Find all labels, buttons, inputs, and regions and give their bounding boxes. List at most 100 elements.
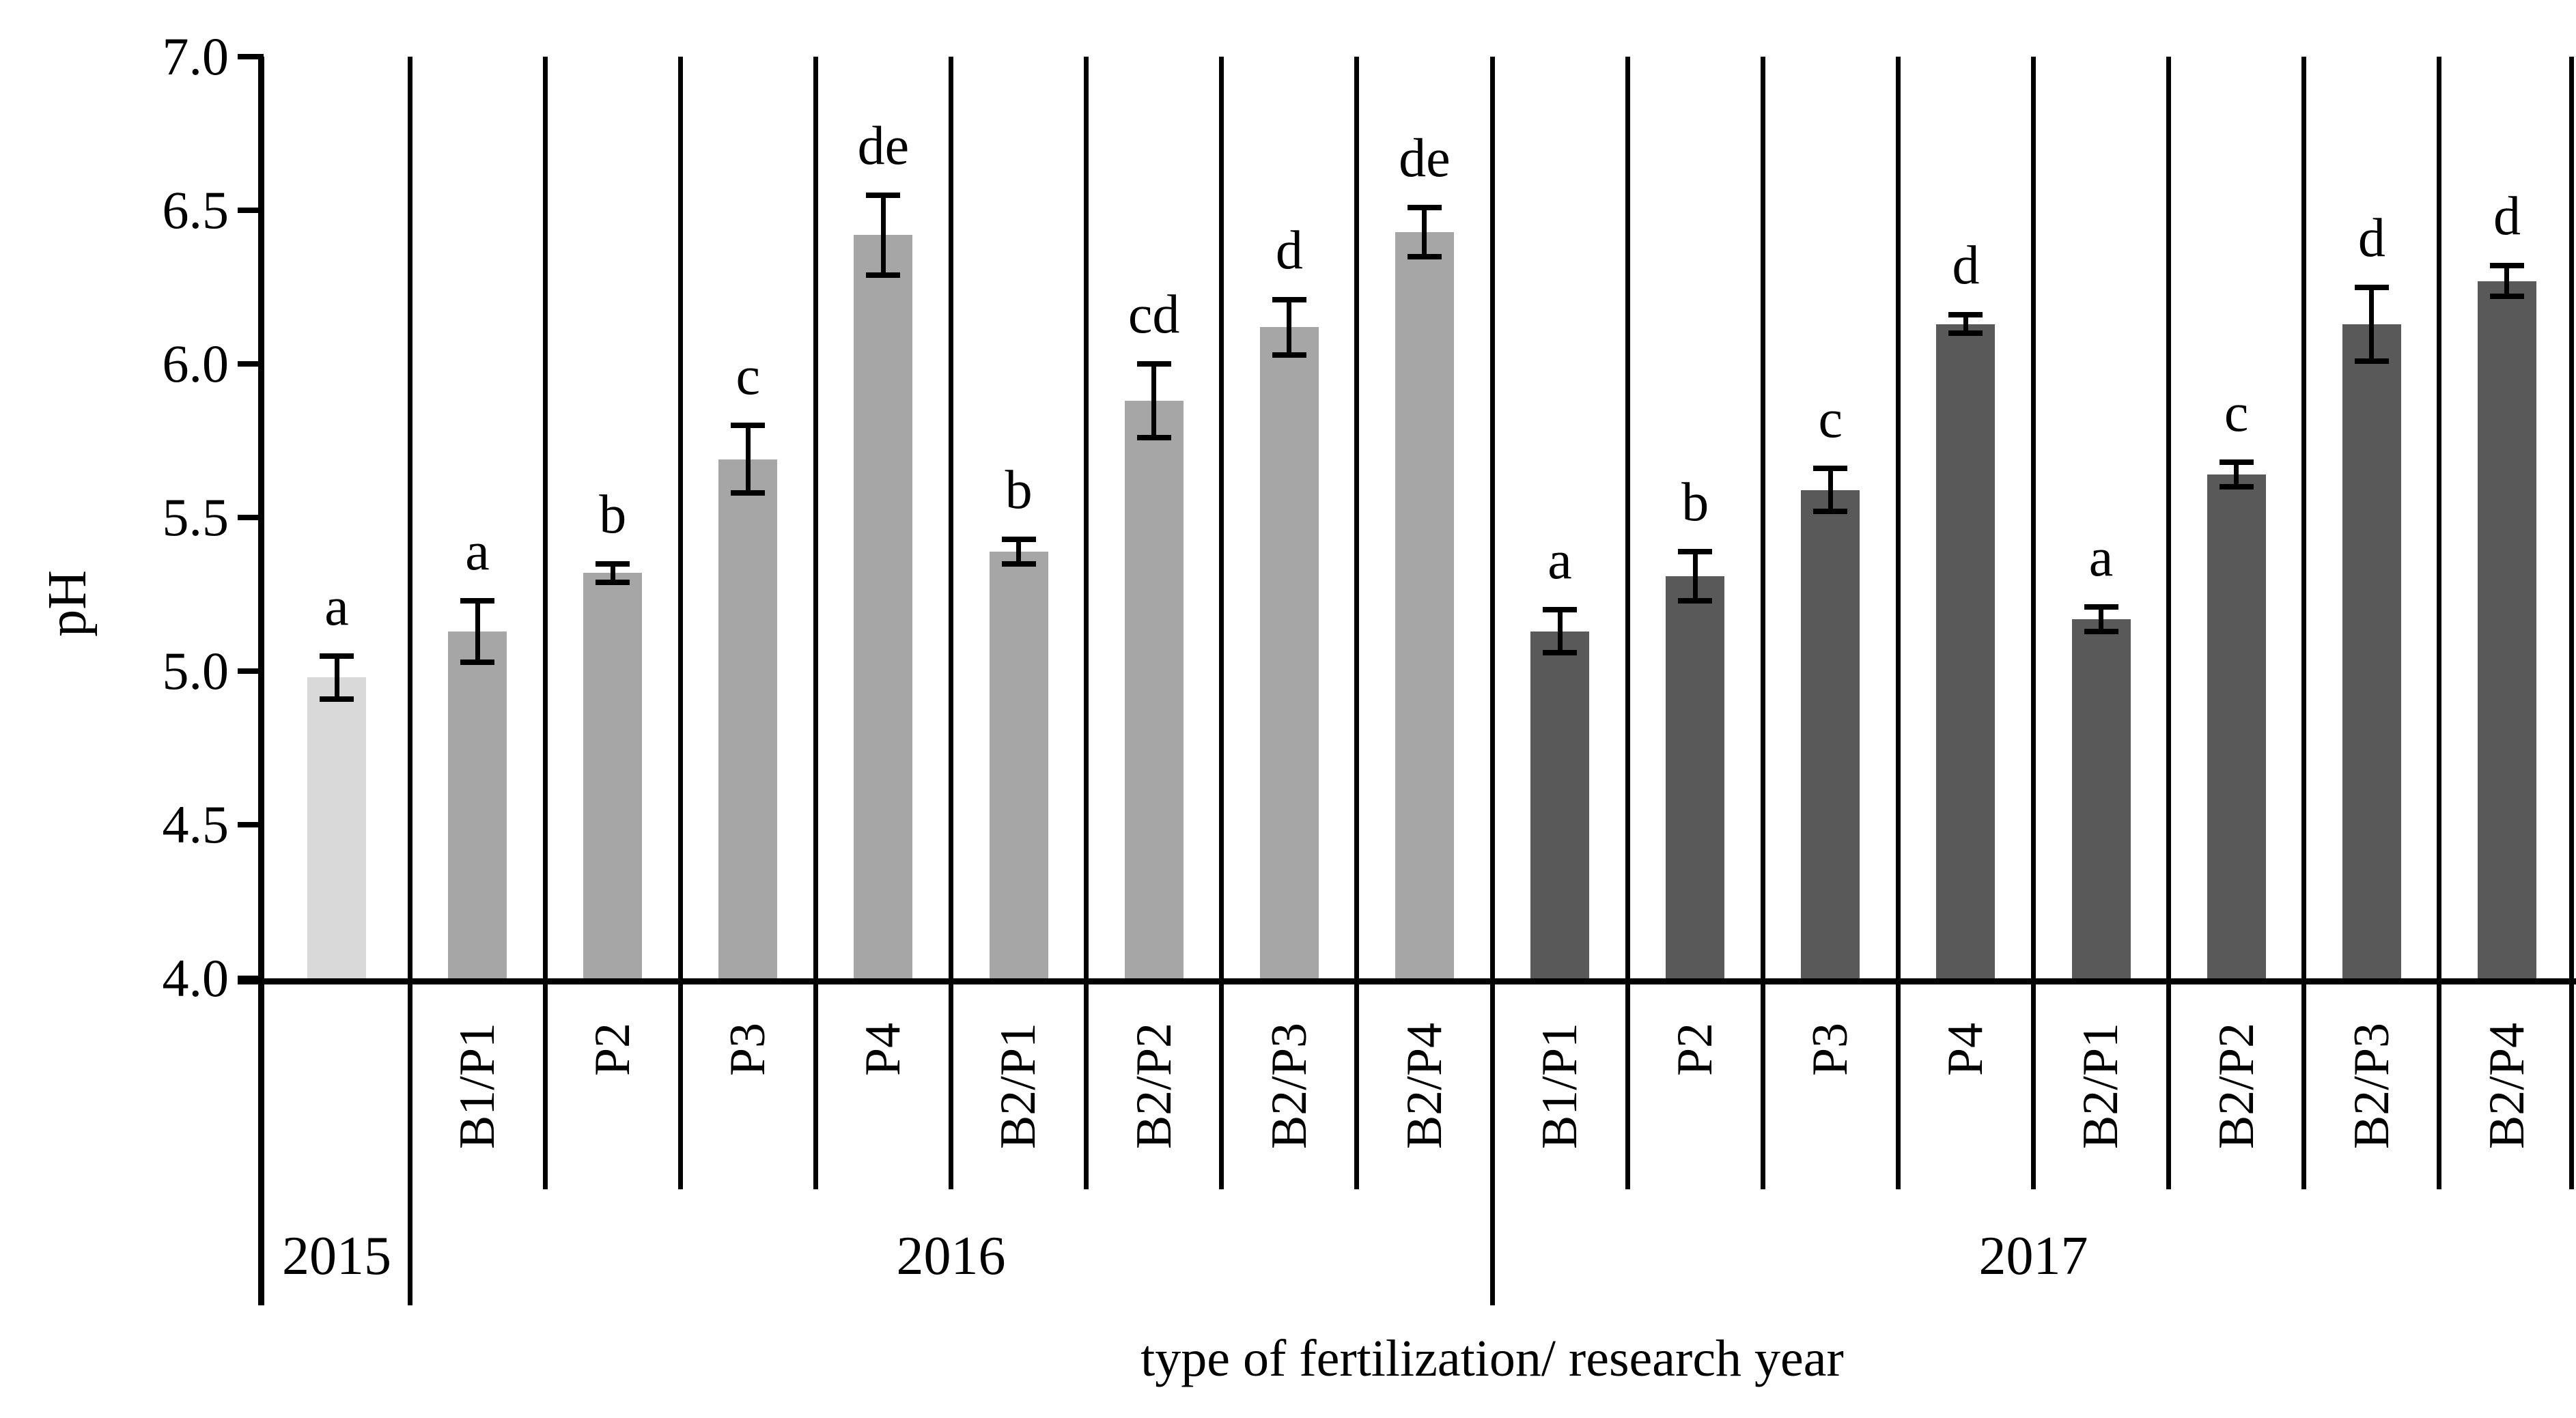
- bar: [2071, 619, 2131, 978]
- error-bar: [1151, 364, 1157, 438]
- category-separator-line: [542, 57, 548, 1189]
- significance-letter: d: [1275, 220, 1303, 281]
- significance-letter: a: [465, 521, 490, 582]
- bar: [1530, 631, 1590, 978]
- error-bar: [475, 600, 480, 662]
- category-label: P2: [585, 1023, 641, 1077]
- x-axis-title: type of fertilization/ research year: [1140, 1330, 1844, 1387]
- category-separator-line: [813, 57, 818, 1189]
- bar: [1801, 490, 1860, 978]
- significance-letter: d: [1952, 236, 1980, 296]
- y-axis-title: pH: [38, 570, 98, 637]
- y-axis-tick: [238, 208, 264, 213]
- error-bar: [880, 195, 886, 275]
- year-label: 2015: [282, 1226, 391, 1286]
- significance-letter: cd: [1128, 285, 1180, 345]
- category-separator-line: [949, 57, 953, 1189]
- bar: [2207, 474, 2266, 978]
- error-bar-bottom-cap: [731, 490, 766, 496]
- error-bar-bottom-cap: [1948, 330, 1983, 336]
- error-bar-top-cap: [1813, 466, 1848, 471]
- error-bar-top-cap: [1136, 361, 1171, 367]
- category-separator-line: [1219, 57, 1224, 1189]
- category-label: B2/P1: [990, 1023, 1047, 1150]
- category-separator-line: [2437, 57, 2442, 1189]
- category-label: B2/P4: [2478, 1023, 2535, 1150]
- error-bar-bottom-cap: [866, 272, 901, 278]
- category-separator-line: [1354, 57, 1360, 1189]
- category-separator-line: [1760, 57, 1765, 1189]
- plot-right-border-line: [2569, 57, 2574, 1189]
- error-bar: [1557, 610, 1563, 653]
- y-axis-line: [258, 57, 264, 1305]
- category-label: B2/P2: [1125, 1023, 1182, 1150]
- bar: [2477, 281, 2536, 978]
- significance-letter: a: [1548, 530, 1572, 591]
- category-separator-line: [2166, 57, 2172, 1189]
- error-bar: [610, 563, 615, 582]
- bar: [1259, 327, 1319, 978]
- error-bar: [2504, 266, 2510, 296]
- category-separator-line: [1489, 57, 1495, 1305]
- significance-letter: d: [2493, 186, 2521, 246]
- error-bar-top-cap: [1543, 607, 1578, 612]
- y-tick-label: 5.5: [162, 487, 229, 547]
- y-tick-label: 6.5: [162, 180, 229, 240]
- category-label: P4: [855, 1023, 912, 1077]
- category-label: B2/P3: [2343, 1023, 2400, 1150]
- category-separator-line: [1625, 57, 1630, 1189]
- y-axis-tick: [238, 668, 264, 674]
- year-label: 2016: [896, 1226, 1006, 1286]
- error-bar-top-cap: [1678, 548, 1713, 554]
- category-label: B1/P1: [1532, 1023, 1588, 1150]
- x-axis-line: [238, 978, 2576, 984]
- error-bar-bottom-cap: [1813, 509, 1848, 514]
- category-label: B1/P1: [449, 1023, 506, 1150]
- significance-letter: a: [324, 576, 349, 637]
- category-separator-line: [2031, 57, 2036, 1189]
- significance-letter: de: [857, 115, 910, 176]
- bar: [854, 235, 913, 978]
- error-bar-bottom-cap: [2489, 294, 2524, 299]
- category-separator-line: [407, 57, 412, 1305]
- error-bar-top-cap: [1272, 296, 1306, 302]
- bar: [1395, 231, 1454, 978]
- error-bar: [1828, 468, 1833, 511]
- error-bar-top-cap: [2489, 263, 2524, 268]
- error-bar: [334, 655, 339, 699]
- error-bar-top-cap: [731, 423, 766, 428]
- error-bar-top-cap: [866, 192, 901, 198]
- bar: [1666, 576, 1725, 978]
- y-tick-label: 5.0: [162, 641, 229, 700]
- significance-letter: d: [2357, 208, 2385, 268]
- error-bar-bottom-cap: [1001, 561, 1036, 567]
- error-bar-top-cap: [2354, 284, 2389, 290]
- error-bar: [2234, 462, 2239, 487]
- error-bar-bottom-cap: [1407, 253, 1442, 259]
- y-tick-label: 4.0: [162, 948, 229, 1008]
- category-label: P3: [720, 1023, 776, 1077]
- bar: [583, 573, 643, 978]
- bar: [448, 631, 507, 978]
- error-bar-bottom-cap: [1272, 352, 1306, 358]
- error-bar-top-cap: [596, 561, 630, 567]
- category-separator-line: [2301, 57, 2307, 1189]
- error-bar-top-cap: [1001, 536, 1036, 542]
- error-bar-bottom-cap: [596, 579, 630, 585]
- error-bar: [1287, 299, 1292, 355]
- error-bar: [2369, 287, 2375, 361]
- category-label: B2/P1: [2073, 1023, 2129, 1150]
- y-axis-tick: [238, 515, 264, 520]
- error-bar-top-cap: [1948, 312, 1983, 317]
- error-bar: [745, 425, 751, 493]
- error-bar-bottom-cap: [1678, 597, 1713, 604]
- y-axis-tick: [238, 361, 264, 367]
- significance-letter: c: [2224, 383, 2249, 443]
- significance-letter: b: [1005, 459, 1033, 520]
- error-bar-top-cap: [2219, 459, 2254, 465]
- error-bar: [1963, 315, 1968, 333]
- category-label: P2: [1667, 1023, 1724, 1077]
- error-bar: [1692, 551, 1698, 601]
- category-label: P4: [1937, 1023, 1994, 1077]
- bar: [989, 551, 1048, 978]
